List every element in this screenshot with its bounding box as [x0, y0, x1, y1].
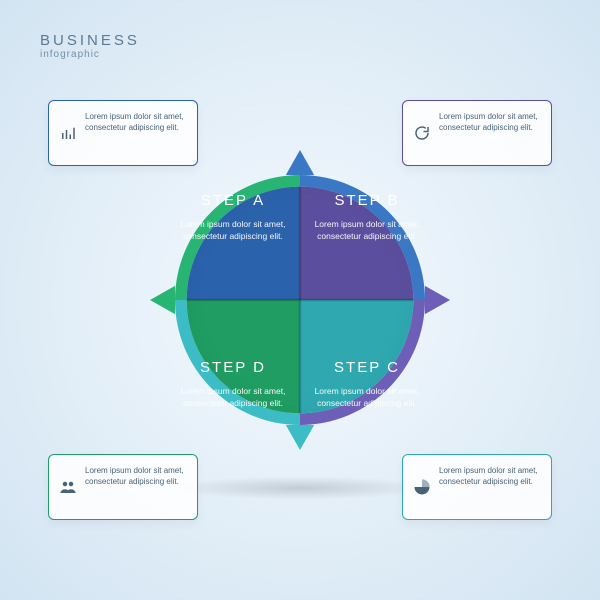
header-subtitle: infographic	[40, 49, 140, 60]
circular-infographic: STEP A Lorem ipsum dolor sit amet, conse…	[150, 150, 450, 450]
step-c: STEP C Lorem ipsum dolor sit amet, conse…	[302, 357, 432, 410]
drop-shadow	[170, 476, 430, 500]
step-d-body: Lorem ipsum dolor sit amet, consectetur …	[168, 386, 298, 410]
callout-top-right: Lorem ipsum dolor sit amet, consectetur …	[402, 100, 552, 166]
arrow-bottom	[286, 425, 314, 450]
header: BUSINESS infographic	[40, 32, 140, 60]
step-a-body: Lorem ipsum dolor sit amet, consectetur …	[168, 219, 298, 243]
arrow-top	[286, 150, 314, 175]
step-b-title: STEP B	[302, 190, 432, 211]
callout-bottom-right: Lorem ipsum dolor sit amet, consectetur …	[402, 454, 552, 520]
step-d: STEP D Lorem ipsum dolor sit amet, conse…	[168, 357, 298, 410]
people-icon	[59, 478, 77, 496]
arrow-right	[425, 286, 450, 314]
callout-text: Lorem ipsum dolor sit amet, consectetur …	[85, 112, 184, 132]
step-a: STEP A Lorem ipsum dolor sit amet, conse…	[168, 190, 298, 243]
step-b-body: Lorem ipsum dolor sit amet, consectetur …	[302, 219, 432, 243]
refresh-icon	[413, 124, 431, 142]
step-c-title: STEP C	[302, 357, 432, 378]
header-title: BUSINESS	[40, 32, 140, 49]
pie-icon	[413, 478, 431, 496]
step-b: STEP B Lorem ipsum dolor sit amet, conse…	[302, 190, 432, 243]
callout-text: Lorem ipsum dolor sit amet, consectetur …	[439, 112, 538, 132]
callout-text: Lorem ipsum dolor sit amet, consectetur …	[439, 466, 538, 486]
step-a-title: STEP A	[168, 190, 298, 211]
arrow-left	[150, 286, 175, 314]
bar-chart-icon	[59, 124, 77, 142]
callout-text: Lorem ipsum dolor sit amet, consectetur …	[85, 466, 184, 486]
callout-bottom-left: Lorem ipsum dolor sit amet, consectetur …	[48, 454, 198, 520]
step-d-title: STEP D	[168, 357, 298, 378]
step-c-body: Lorem ipsum dolor sit amet, consectetur …	[302, 386, 432, 410]
callout-top-left: Lorem ipsum dolor sit amet, consectetur …	[48, 100, 198, 166]
